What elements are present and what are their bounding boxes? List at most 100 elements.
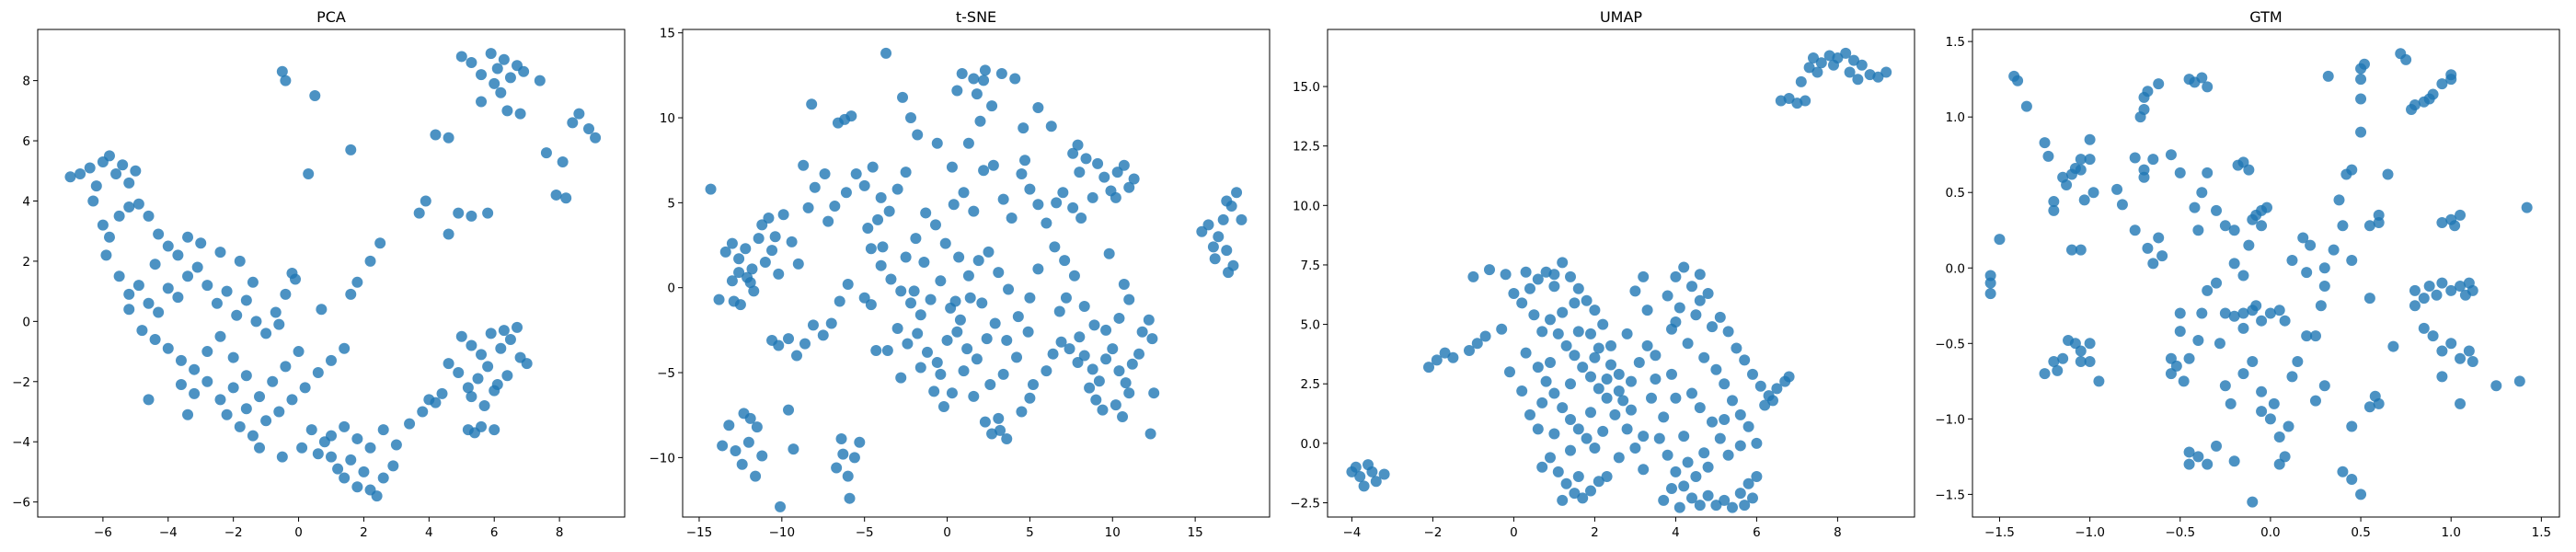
plot-frame bbox=[1972, 29, 2560, 518]
data-point bbox=[1075, 212, 1087, 224]
data-point bbox=[733, 267, 745, 279]
data-point bbox=[2174, 307, 2186, 319]
data-point bbox=[351, 276, 363, 288]
data-point bbox=[1118, 159, 1130, 171]
data-point bbox=[1593, 342, 1604, 354]
data-point bbox=[756, 450, 768, 462]
y-tick-label: 15.0 bbox=[1293, 80, 1320, 95]
data-point bbox=[1078, 350, 1090, 362]
data-point bbox=[1638, 431, 1650, 443]
data-point bbox=[1447, 351, 1459, 363]
data-point bbox=[783, 333, 795, 345]
data-point bbox=[1133, 348, 1145, 360]
data-point bbox=[1536, 326, 1548, 338]
data-point bbox=[2228, 258, 2240, 270]
data-point bbox=[802, 201, 814, 213]
data-point bbox=[195, 237, 207, 249]
data-point bbox=[2355, 93, 2367, 105]
data-point bbox=[2286, 255, 2298, 267]
data-point bbox=[339, 420, 351, 432]
data-point bbox=[2264, 413, 2276, 425]
data-point bbox=[254, 391, 266, 403]
data-point bbox=[905, 297, 917, 309]
data-point bbox=[2256, 220, 2268, 232]
x-tick-label: 5 bbox=[1026, 525, 1034, 540]
data-point bbox=[468, 427, 480, 439]
data-point bbox=[97, 219, 109, 231]
data-point bbox=[736, 458, 748, 470]
data-point bbox=[705, 183, 717, 195]
data-point bbox=[339, 472, 351, 484]
data-point bbox=[968, 390, 980, 402]
data-point bbox=[2445, 69, 2457, 81]
data-point bbox=[1552, 328, 1564, 339]
data-point bbox=[1143, 314, 1155, 326]
data-point bbox=[201, 280, 213, 292]
x-tick-label: −6 bbox=[94, 525, 112, 540]
data-point bbox=[123, 288, 135, 300]
data-point bbox=[75, 168, 86, 180]
y-tick-label: 4 bbox=[22, 194, 30, 209]
data-point bbox=[1006, 212, 1018, 224]
data-point bbox=[1524, 282, 1535, 294]
data-point bbox=[958, 365, 970, 377]
data-point bbox=[1605, 359, 1616, 371]
data-point bbox=[103, 150, 115, 162]
data-point bbox=[247, 276, 259, 288]
data-point bbox=[296, 442, 308, 454]
data-point bbox=[840, 187, 852, 199]
data-point bbox=[788, 443, 799, 455]
data-point bbox=[1742, 477, 1754, 489]
data-point bbox=[2138, 164, 2150, 176]
data-point bbox=[240, 370, 252, 382]
data-point bbox=[1751, 471, 1763, 483]
data-point bbox=[1196, 225, 1208, 237]
data-point bbox=[113, 210, 125, 222]
data-point bbox=[734, 299, 746, 311]
x-tick-label: 2 bbox=[1591, 525, 1599, 540]
data-point bbox=[1638, 464, 1650, 476]
data-point bbox=[443, 132, 454, 144]
data-point bbox=[1585, 328, 1596, 339]
data-point bbox=[303, 168, 315, 180]
data-point bbox=[1690, 471, 1702, 483]
data-point bbox=[1722, 326, 1734, 338]
data-point bbox=[345, 144, 357, 155]
data-point bbox=[280, 361, 292, 373]
data-point bbox=[221, 408, 233, 420]
data-point bbox=[2318, 380, 2330, 392]
data-point bbox=[312, 366, 324, 378]
data-point bbox=[1593, 476, 1604, 488]
data-point bbox=[2129, 224, 2141, 236]
data-point bbox=[837, 448, 849, 460]
data-point bbox=[286, 394, 298, 406]
data-point bbox=[1658, 411, 1670, 423]
data-point bbox=[900, 251, 912, 263]
scatter-points bbox=[1346, 47, 1892, 513]
data-point bbox=[1202, 219, 1214, 231]
data-point bbox=[949, 295, 961, 307]
data-point bbox=[2264, 307, 2276, 319]
data-point bbox=[777, 209, 789, 221]
data-point bbox=[2093, 375, 2105, 387]
data-point bbox=[766, 245, 778, 257]
data-point bbox=[267, 375, 279, 387]
data-point bbox=[987, 159, 999, 171]
x-tick-label: 15 bbox=[1188, 525, 1203, 540]
data-point bbox=[2138, 171, 2150, 183]
data-point bbox=[1001, 433, 1013, 445]
data-point bbox=[1880, 66, 1892, 78]
data-point bbox=[374, 237, 386, 249]
data-point bbox=[489, 424, 500, 436]
data-point bbox=[2279, 451, 2291, 463]
data-point bbox=[995, 68, 1007, 80]
y-tick-label: 12.5 bbox=[1293, 140, 1320, 155]
data-point bbox=[162, 342, 174, 354]
scatter-points bbox=[64, 48, 602, 502]
data-point bbox=[234, 420, 246, 432]
data-point bbox=[2075, 355, 2087, 367]
data-point bbox=[1593, 383, 1604, 395]
data-point bbox=[751, 421, 763, 433]
data-point bbox=[1128, 173, 1140, 185]
data-point bbox=[885, 273, 897, 285]
